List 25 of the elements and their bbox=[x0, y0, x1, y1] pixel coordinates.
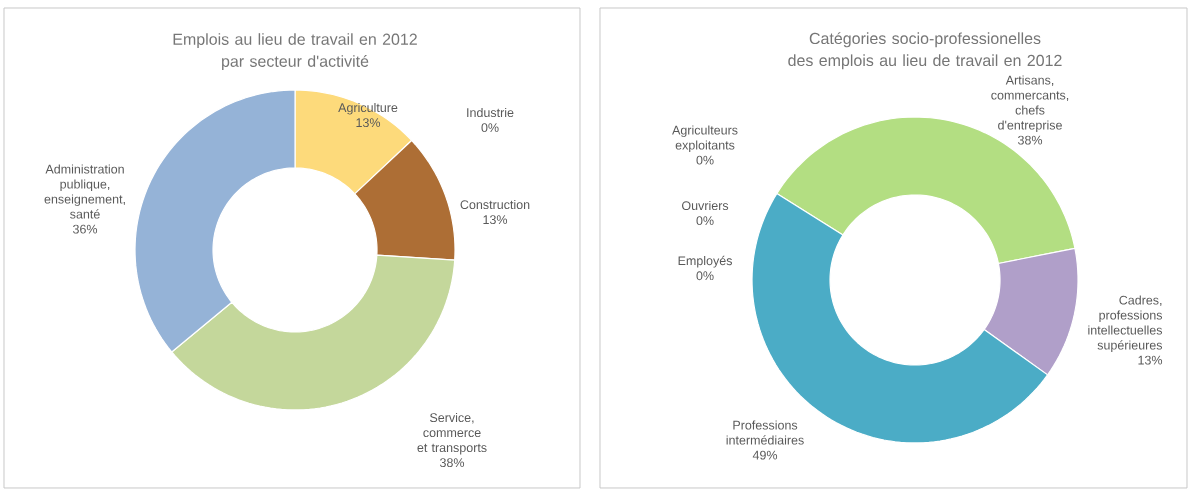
category-label: Industrie bbox=[467, 107, 514, 118]
category-label: Ouvriers bbox=[682, 200, 729, 211]
data-label: 13% bbox=[483, 215, 508, 225]
slice-label: Professions intermédiaires bbox=[726, 420, 804, 445]
text: 0% bbox=[481, 123, 499, 133]
data-label: 49% bbox=[752, 450, 778, 460]
slice-label: Construction bbox=[460, 199, 530, 210]
slice-label: Administration publique, enseignement, santé bbox=[44, 164, 125, 219]
slice-label: Service, commerce et transports bbox=[417, 412, 487, 455]
data-label: 13% bbox=[356, 118, 381, 128]
text: 0% bbox=[696, 155, 714, 165]
category-label: Employés bbox=[678, 255, 732, 268]
data-label: 13% bbox=[1138, 355, 1163, 365]
category-label: Agriculteurs exploitants bbox=[672, 125, 738, 153]
slice-label: Cadres, professions intellectuelles supérieures bbox=[1088, 295, 1163, 353]
data-label: 36% bbox=[72, 224, 98, 234]
slice-label: Artisans, commercants, chefs d'entreprise bbox=[991, 75, 1069, 133]
chart-subtitle: des emplois au lieu de travail en 2012 bbox=[788, 54, 1062, 70]
chart-title: Emplois au lieu de travail en 2012 bbox=[173, 33, 417, 49]
text: 0% bbox=[696, 216, 714, 226]
chart-title: Catégories socio-professionelles bbox=[809, 32, 1041, 48]
data-label: 38% bbox=[439, 458, 465, 468]
chart-subtitle: par secteur d'activité bbox=[222, 54, 369, 71]
data-label: 38% bbox=[1017, 135, 1043, 145]
text: 0% bbox=[696, 271, 714, 281]
